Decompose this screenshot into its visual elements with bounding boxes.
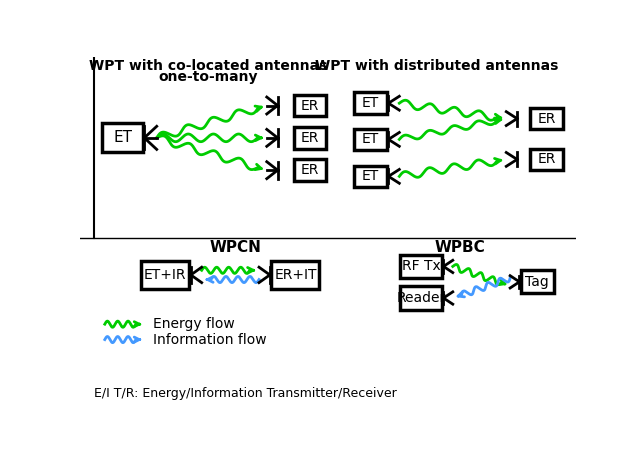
FancyBboxPatch shape xyxy=(294,95,326,116)
Text: ER: ER xyxy=(301,98,319,113)
Text: ER: ER xyxy=(538,152,556,166)
Text: WPT with co-located antennas: WPT with co-located antennas xyxy=(89,59,327,73)
Text: Tag: Tag xyxy=(525,275,549,289)
Text: RF Tx: RF Tx xyxy=(402,259,440,274)
FancyBboxPatch shape xyxy=(400,255,442,278)
Text: ET: ET xyxy=(362,133,380,146)
Text: WPT with distributed antennas: WPT with distributed antennas xyxy=(315,59,558,73)
FancyBboxPatch shape xyxy=(294,127,326,149)
Text: ER: ER xyxy=(538,112,556,125)
Text: ET: ET xyxy=(362,96,380,110)
FancyBboxPatch shape xyxy=(400,286,442,310)
Text: ET+IR: ET+IR xyxy=(144,268,186,282)
Text: Energy flow: Energy flow xyxy=(153,317,235,331)
Text: ET: ET xyxy=(362,170,380,183)
FancyBboxPatch shape xyxy=(521,270,554,294)
Text: Information flow: Information flow xyxy=(153,332,266,347)
FancyBboxPatch shape xyxy=(271,261,319,289)
Text: E/I T/R: Energy/Information Transmitter/Receiver: E/I T/R: Energy/Information Transmitter/… xyxy=(94,387,397,399)
Text: WPBC: WPBC xyxy=(435,240,485,255)
Text: WPCN: WPCN xyxy=(209,240,261,255)
FancyBboxPatch shape xyxy=(102,123,143,152)
FancyBboxPatch shape xyxy=(531,149,563,170)
Text: ER: ER xyxy=(301,163,319,177)
FancyBboxPatch shape xyxy=(531,108,563,129)
FancyBboxPatch shape xyxy=(355,166,387,187)
FancyBboxPatch shape xyxy=(294,160,326,181)
Text: Reader: Reader xyxy=(396,291,445,305)
FancyBboxPatch shape xyxy=(141,261,189,289)
FancyBboxPatch shape xyxy=(355,129,387,150)
Text: one-to-many: one-to-many xyxy=(158,70,258,84)
Text: ER: ER xyxy=(301,131,319,145)
FancyBboxPatch shape xyxy=(355,93,387,114)
Text: ET: ET xyxy=(113,130,132,145)
Text: ER+IT: ER+IT xyxy=(274,268,317,282)
